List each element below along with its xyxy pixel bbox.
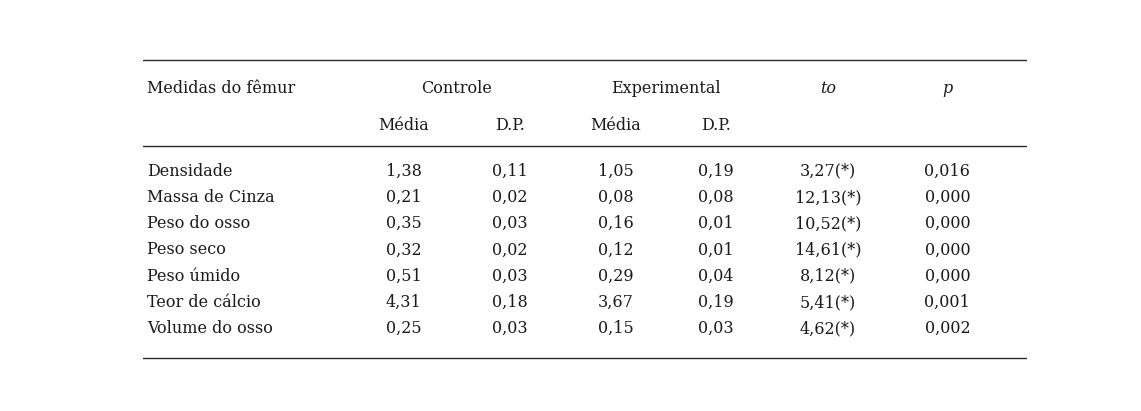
Text: 0,02: 0,02 [492, 189, 527, 206]
Text: 0,35: 0,35 [386, 215, 421, 232]
Text: p: p [942, 81, 953, 97]
Text: 10,52(*): 10,52(*) [795, 215, 861, 232]
Text: 0,16: 0,16 [598, 215, 633, 232]
Text: 0,000: 0,000 [924, 268, 970, 285]
Text: 14,61(*): 14,61(*) [794, 241, 861, 259]
Text: 0,03: 0,03 [492, 320, 527, 337]
Text: 0,21: 0,21 [386, 189, 421, 206]
Text: Média: Média [378, 117, 429, 134]
Text: 0,01: 0,01 [698, 215, 734, 232]
Text: 0,32: 0,32 [386, 241, 421, 259]
Text: 0,03: 0,03 [698, 320, 734, 337]
Text: Controle: Controle [421, 81, 492, 97]
Text: Teor de cálcio: Teor de cálcio [147, 294, 261, 311]
Text: 1,38: 1,38 [386, 163, 421, 180]
Text: Massa de Cinza: Massa de Cinza [147, 189, 275, 206]
Text: 3,67: 3,67 [598, 294, 633, 311]
Text: Medidas do fêmur: Medidas do fêmur [147, 81, 296, 97]
Text: 0,002: 0,002 [924, 320, 970, 337]
Text: 0,29: 0,29 [598, 268, 633, 285]
Text: 1,05: 1,05 [598, 163, 633, 180]
Text: Peso úmido: Peso úmido [147, 268, 240, 285]
Text: 0,25: 0,25 [386, 320, 421, 337]
Text: 0,08: 0,08 [698, 189, 734, 206]
Text: 0,51: 0,51 [386, 268, 421, 285]
Text: 0,15: 0,15 [598, 320, 633, 337]
Text: 0,18: 0,18 [492, 294, 527, 311]
Text: 3,27(*): 3,27(*) [800, 163, 856, 180]
Text: D.P.: D.P. [495, 117, 525, 134]
Text: 0,02: 0,02 [492, 241, 527, 259]
Text: 5,41(*): 5,41(*) [800, 294, 856, 311]
Text: 0,03: 0,03 [492, 268, 527, 285]
Text: 8,12(*): 8,12(*) [800, 268, 856, 285]
Text: D.P.: D.P. [701, 117, 730, 134]
Text: 12,13(*): 12,13(*) [794, 189, 861, 206]
Text: 0,016: 0,016 [924, 163, 970, 180]
Text: to: to [820, 81, 836, 97]
Text: 0,19: 0,19 [698, 294, 734, 311]
Text: Experimental: Experimental [612, 81, 721, 97]
Text: 4,31: 4,31 [386, 294, 421, 311]
Text: 0,04: 0,04 [698, 268, 734, 285]
Text: Média: Média [590, 117, 641, 134]
Text: 0,000: 0,000 [924, 189, 970, 206]
Text: 0,000: 0,000 [924, 215, 970, 232]
Text: 0,12: 0,12 [598, 241, 633, 259]
Text: 0,000: 0,000 [924, 241, 970, 259]
Text: 0,001: 0,001 [924, 294, 970, 311]
Text: Peso do osso: Peso do osso [147, 215, 250, 232]
Text: 0,08: 0,08 [598, 189, 633, 206]
Text: 0,03: 0,03 [492, 215, 527, 232]
Text: 4,62(*): 4,62(*) [800, 320, 856, 337]
Text: Volume do osso: Volume do osso [147, 320, 273, 337]
Text: Densidade: Densidade [147, 163, 233, 180]
Text: Peso seco: Peso seco [147, 241, 226, 259]
Text: 0,11: 0,11 [492, 163, 527, 180]
Text: 0,19: 0,19 [698, 163, 734, 180]
Text: 0,01: 0,01 [698, 241, 734, 259]
